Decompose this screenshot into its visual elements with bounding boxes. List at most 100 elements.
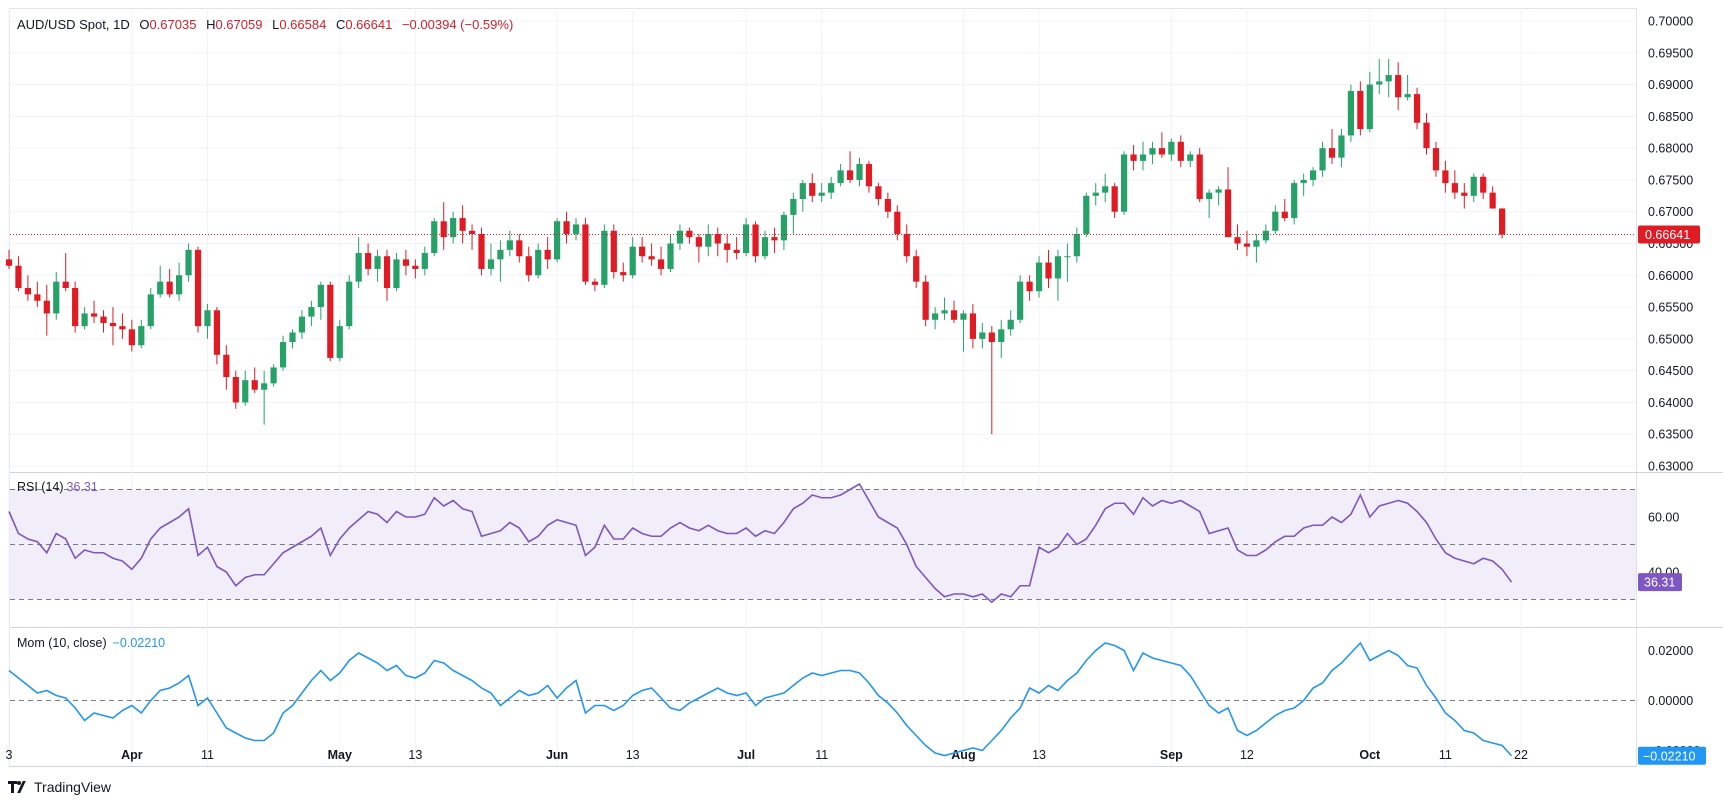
candle-body xyxy=(100,316,107,323)
candle-body xyxy=(1499,208,1506,235)
candle-body xyxy=(591,281,598,285)
candle-body xyxy=(412,265,419,269)
candle-body xyxy=(1035,262,1043,292)
candle-body xyxy=(166,281,173,295)
candle-body xyxy=(157,281,164,295)
candle-body xyxy=(856,164,863,180)
candle-body xyxy=(676,230,684,244)
candle-body xyxy=(185,249,192,276)
candle-body xyxy=(516,240,523,257)
candle-body xyxy=(525,256,532,276)
candle-body xyxy=(733,249,740,254)
candle-body xyxy=(459,218,466,231)
mom-legend: Mom (10, close) −0.02210 xyxy=(17,636,165,650)
candle-body xyxy=(15,265,22,288)
candle-body xyxy=(554,221,561,260)
date-tick-label: 3 xyxy=(6,748,13,762)
candle-body xyxy=(440,221,447,238)
candle-body xyxy=(72,288,79,327)
date-tick-label: 13 xyxy=(1032,748,1046,762)
candle-body xyxy=(705,233,712,247)
candle-body xyxy=(714,233,721,244)
candle-body xyxy=(1338,135,1345,158)
rsi-line xyxy=(8,482,1513,604)
candle-body xyxy=(639,246,646,257)
close-label: C xyxy=(335,17,346,32)
low-label: L xyxy=(272,17,280,32)
date-tick-label: 13 xyxy=(626,748,640,762)
date-tick-label: Sep xyxy=(1160,748,1183,762)
high-label: H xyxy=(206,17,216,32)
open-label: O xyxy=(139,17,150,32)
price-tick-label: 0.65500 xyxy=(1648,301,1693,315)
candle-body xyxy=(667,243,674,269)
candle-body xyxy=(1451,183,1458,193)
candle-body xyxy=(1054,256,1062,279)
price-tick-label: 0.66000 xyxy=(1648,269,1693,283)
candle-body xyxy=(1480,176,1487,193)
candle-body xyxy=(497,249,504,260)
candle-body xyxy=(1168,141,1175,155)
candle-body xyxy=(1206,192,1213,199)
candle-body xyxy=(1319,148,1326,171)
candle-body xyxy=(1432,148,1440,171)
rsi-name: RSI (14) xyxy=(17,480,64,494)
mom-line xyxy=(8,641,1513,757)
candle-body xyxy=(903,233,910,257)
low-value: 0.66584 xyxy=(279,17,327,32)
candle-body xyxy=(837,170,844,184)
candle-body xyxy=(1007,319,1014,330)
price-tick-label: 0.70000 xyxy=(1648,15,1693,29)
candle-body xyxy=(950,310,958,320)
candle-body xyxy=(1224,189,1232,238)
price-tick-label: 0.63000 xyxy=(1648,460,1693,474)
candle-body xyxy=(1357,90,1364,130)
candle-body xyxy=(601,230,608,285)
candle-body xyxy=(790,199,797,215)
rsi-value-tag xyxy=(1638,573,1682,592)
candle-body xyxy=(43,300,50,314)
mom-tick-label: 0.02000 xyxy=(1648,644,1693,658)
date-tick-label: Jun xyxy=(546,748,568,762)
candle-body xyxy=(1291,183,1298,219)
candle-body xyxy=(1102,186,1109,193)
candle-body xyxy=(53,281,60,314)
last-price-label: 0.66641 xyxy=(1645,228,1690,242)
candle-body xyxy=(204,310,211,327)
candle-body xyxy=(232,377,239,403)
candle-body xyxy=(979,332,986,339)
date-tick-label: Apr xyxy=(121,748,143,762)
candle-body xyxy=(176,275,183,295)
candle-body xyxy=(988,332,995,343)
candle-body xyxy=(1149,148,1156,155)
candle-body xyxy=(1310,170,1317,180)
candle-body xyxy=(1158,148,1165,155)
candle-body xyxy=(34,294,41,301)
candle-body xyxy=(374,256,381,269)
last-price-tag xyxy=(1638,225,1700,244)
date-tick-label: 11 xyxy=(1439,748,1452,762)
candle-body xyxy=(998,329,1005,343)
candle-body xyxy=(1196,154,1203,199)
candle-body xyxy=(1347,90,1354,136)
date-tick-label: 22 xyxy=(1514,748,1528,762)
candle-body xyxy=(402,259,409,266)
candle-body xyxy=(194,249,202,327)
candle-body xyxy=(1187,154,1194,161)
chart-header: AUD/USD Spot, 1D O0.67035 H0.67059 L0.66… xyxy=(17,17,513,32)
candle-body xyxy=(771,237,778,241)
candle-body xyxy=(119,326,126,330)
mom-tick-label: 0.00000 xyxy=(1648,694,1693,708)
candle-body xyxy=(535,249,542,276)
candle-body xyxy=(1215,189,1222,193)
price-tick-label: 0.68500 xyxy=(1648,110,1693,124)
candle-body xyxy=(894,211,901,234)
candle-body xyxy=(1045,262,1052,279)
candle-body xyxy=(346,281,353,327)
candle-body xyxy=(251,380,258,390)
tradingview-brand[interactable]: TradingView xyxy=(8,779,111,795)
date-tick-label: 11 xyxy=(815,748,828,762)
candle-body xyxy=(809,183,816,196)
price-tick-label: 0.67500 xyxy=(1648,173,1693,187)
